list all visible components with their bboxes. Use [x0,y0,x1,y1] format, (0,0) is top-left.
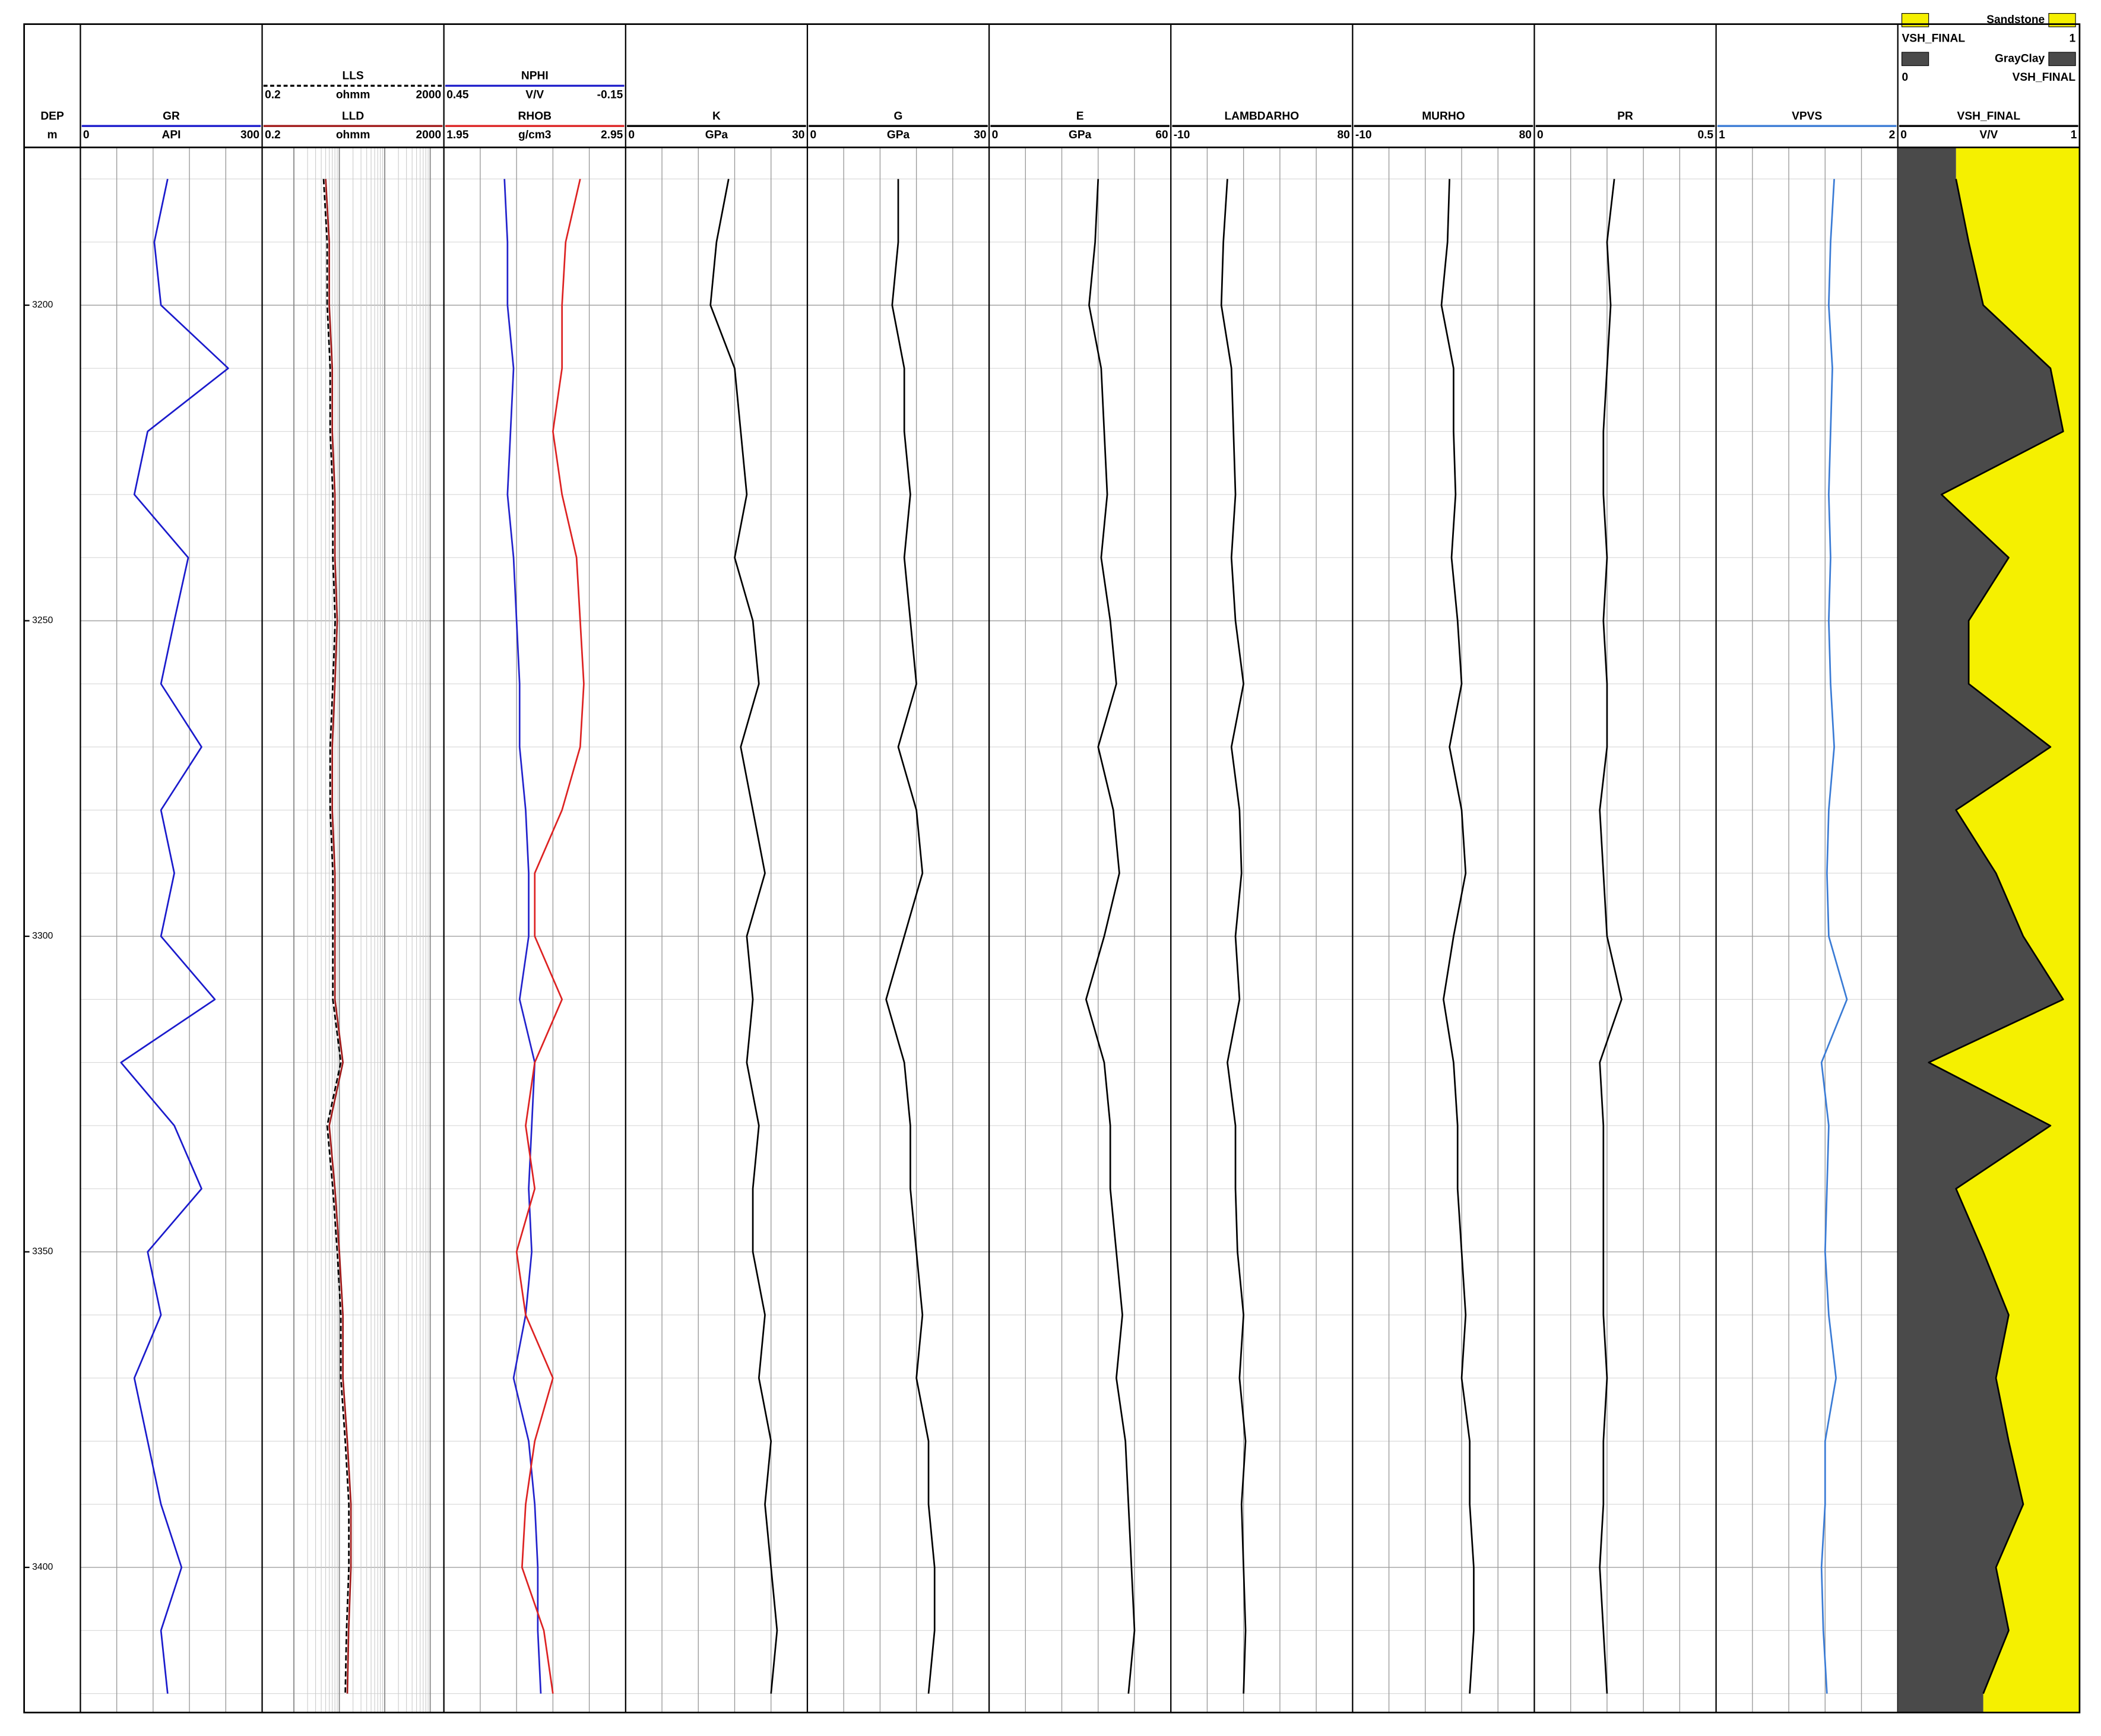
scale-min: 1 [1719,129,1725,141]
scale-min: 0 [810,129,816,141]
log-curve [885,179,936,1694]
scale-max: 1 [2071,129,2077,141]
curve-unit: g/cm3 [518,129,551,141]
legend-curve: VSH_FINAL [1902,33,1966,45]
scale-min: -10 [1174,129,1190,141]
scale-max: 2000 [416,129,442,141]
scale-min: 0 [992,129,999,141]
scale-max: -0.15 [597,88,623,101]
curve-name: NPHI [521,70,549,83]
legend-limit: 1 [2069,33,2075,45]
curve-name: VPVS [1792,110,1822,122]
log-curve [1440,179,1475,1694]
log-curve [503,179,542,1694]
depth-tick-label: 3250 [32,616,53,626]
log-curve [1599,179,1623,1694]
curve-unit: GPa [887,129,910,141]
curve-name: MURHO [1422,110,1465,122]
curve-name: K [712,110,721,122]
curve-name: GR [163,110,180,122]
legend-label: GrayClay [1995,52,2045,65]
curve-unit: V/V [1979,129,1998,141]
scale-max: 80 [1519,129,1532,141]
scale-max: 2.95 [601,129,623,141]
curve-unit: V/V [525,88,544,101]
curve-name: RHOB [518,110,552,122]
curve-name: PR [1617,110,1633,122]
curve-name: E [1076,110,1084,122]
depth-tick-label: 3200 [32,300,53,310]
legend-label: Sandstone [1986,14,2045,26]
scale-min: 1.95 [446,129,469,141]
scale-max: 0.5 [1697,129,1713,141]
curve-unit: GPa [1069,129,1092,141]
frame [23,23,2081,1713]
curve-unit: ohmm [336,129,370,141]
curve-name: LAMBDARHO [1224,110,1299,122]
legend-swatch [2048,52,2076,66]
scale-min: 0 [628,129,635,141]
log-curve [1820,179,1848,1694]
log-curve [1085,179,1136,1694]
scale-min: 0 [1900,129,1907,141]
log-curve [322,179,350,1694]
curve-name: G [894,110,903,122]
log-curve [325,179,352,1694]
curve-unit: ohmm [336,88,370,101]
scale-max: 2000 [416,88,442,101]
scale-max: 60 [1155,129,1168,141]
log-curve [1928,179,2064,1694]
scale-min: 0 [1537,129,1544,141]
scale-max: 30 [974,129,986,141]
lithology-fill [1928,147,2080,1713]
curve-name: LLS [343,70,364,83]
legend-swatch [1901,52,1929,66]
legend-curve: VSH_FINAL [2013,71,2076,84]
lithology-fill [1897,147,2064,1713]
scale-min: -10 [1355,129,1372,141]
scale-max: 2 [1889,129,1896,141]
depth-tick-label: 3350 [32,1247,53,1257]
depth-tick-label: 3300 [32,931,53,941]
scale-max: 30 [792,129,804,141]
log-curve [709,179,778,1694]
log-curve [515,179,585,1694]
curve-unit: API [162,129,181,141]
depth-tick-label: 3400 [32,1562,53,1572]
log-curve [120,179,229,1694]
legend-limit: 0 [1902,71,1909,84]
depth-label: DEP [40,110,64,122]
log-curve [1220,179,1247,1694]
depth-unit: m [47,129,58,141]
scale-min: 0.45 [446,88,469,101]
scale-max: 80 [1338,129,1350,141]
curve-name: VSH_FINAL [1957,110,2021,122]
scale-max: 300 [240,129,259,141]
scale-min: 0.2 [265,129,281,141]
curve-unit: GPa [705,129,728,141]
curve-name: LLD [342,110,364,122]
scale-min: 0.2 [265,88,281,101]
scale-min: 0 [83,129,90,141]
